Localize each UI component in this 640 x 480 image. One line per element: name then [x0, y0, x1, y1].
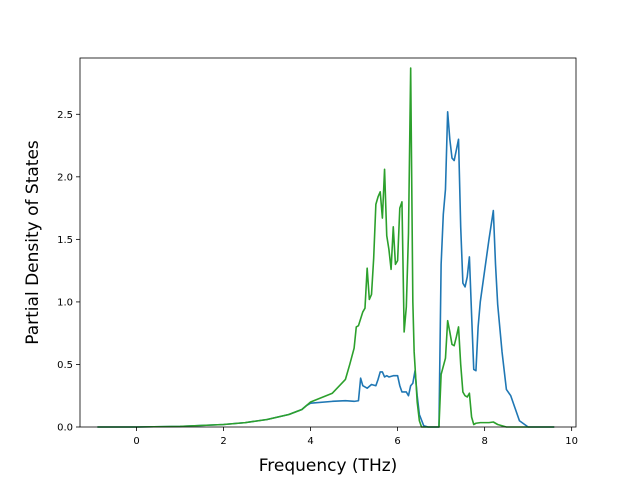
y-tick-label: 2.0: [57, 172, 73, 183]
y-tick-label: 1.0: [57, 298, 73, 309]
y-axis: 0.0 0.5 1.0 1.5 2.0 2.5: [57, 110, 80, 434]
plot-frame: [79, 57, 577, 428]
series-line-2: [97, 67, 555, 428]
x-tick-label: 6: [394, 436, 400, 447]
series-layer: [97, 67, 555, 428]
series-line-1: [97, 110, 555, 428]
x-tick-label: 8: [481, 436, 487, 447]
x-axis-label: Frequency (THz): [259, 456, 398, 476]
y-tick-label: 0.5: [57, 360, 73, 371]
x-tick-label: 4: [307, 436, 313, 447]
x-tick-label: 10: [565, 436, 578, 447]
y-axis-label: Partial Density of States: [23, 140, 43, 345]
x-tick-label: 2: [220, 436, 226, 447]
y-tick-label: 1.5: [57, 235, 73, 246]
y-tick-label: 0.0: [57, 423, 73, 434]
x-tick-label: 0: [133, 436, 139, 447]
x-axis: 0 2 4 6 8 10: [133, 427, 578, 447]
y-tick-label: 2.5: [57, 110, 73, 121]
